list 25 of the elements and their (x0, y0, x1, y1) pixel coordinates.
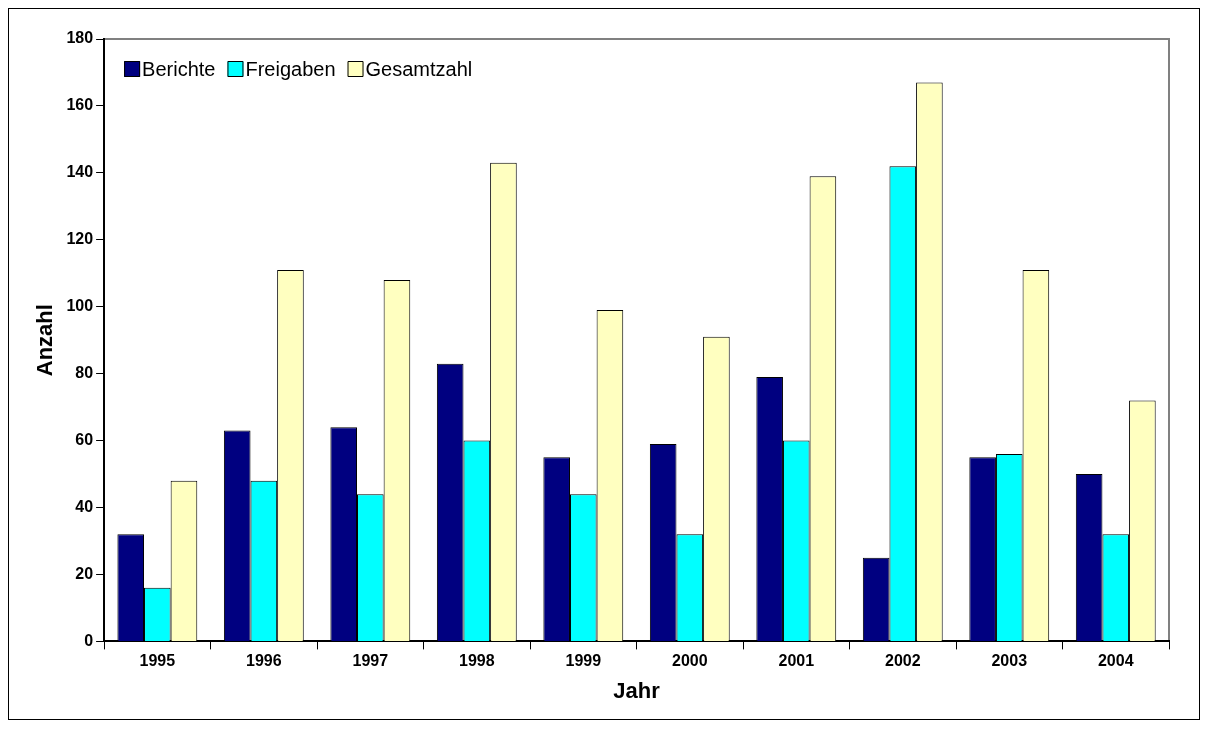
y-tick-label: 160 (66, 96, 94, 114)
y-axis-title: Anzahl (32, 304, 58, 377)
x-tick-label: 2003 (991, 652, 1028, 670)
legend-label: Gesamtzahl (365, 57, 473, 80)
y-tick-label: 140 (66, 163, 94, 181)
x-tick-label: 2000 (672, 652, 708, 670)
y-tick-label: 80 (75, 364, 94, 382)
x-tick-label: 1997 (352, 652, 389, 670)
legend-label: Berichte (142, 57, 216, 80)
x-tick-label: 2002 (884, 652, 921, 670)
y-tick-label: 120 (66, 230, 94, 248)
y-tick-label: 40 (75, 497, 94, 515)
legend-label: Freigaben (245, 57, 336, 80)
x-tick-label: 1995 (139, 652, 176, 670)
y-tick-label: 100 (66, 297, 94, 315)
x-tick-label: 1999 (565, 652, 602, 670)
y-tick-label: 0 (84, 631, 94, 649)
x-tick-label: 1996 (246, 652, 282, 670)
x-tick-label: 2001 (778, 652, 815, 670)
y-tick-label: 20 (75, 564, 94, 582)
y-tick-label: 60 (75, 431, 94, 449)
x-axis-title: Jahr (613, 677, 661, 703)
x-tick-label: 2004 (1097, 652, 1134, 670)
y-tick-label: 180 (66, 29, 94, 47)
x-tick-label: 1998 (459, 652, 495, 670)
